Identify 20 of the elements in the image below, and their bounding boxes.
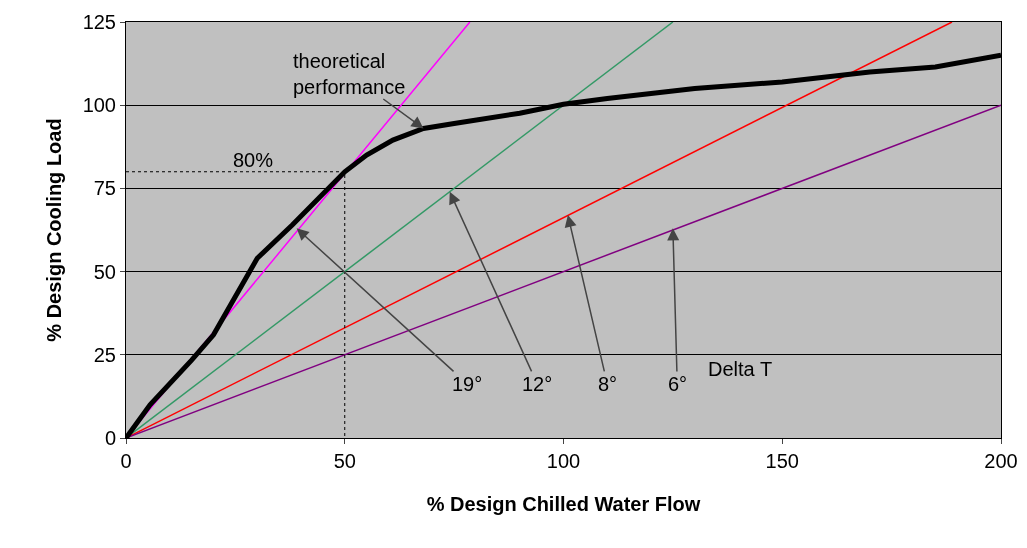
x-tick-label: 50 <box>333 450 356 472</box>
annotation: 80% <box>233 149 274 171</box>
annotation: 12° <box>522 373 553 395</box>
y-tick-label: 100 <box>82 94 116 117</box>
annotation: Delta T <box>708 358 773 380</box>
y-tick-label: 25 <box>93 343 116 366</box>
x-tick-label: 0 <box>120 450 132 472</box>
x-tick-label: 100 <box>546 450 581 472</box>
annotation: 19° <box>452 373 483 395</box>
y-axis-title: % Design Cooling Load <box>43 118 66 342</box>
annotation: theoretical performance <box>293 50 406 98</box>
x-axis-title: % Design Chilled Water Flow <box>426 492 701 515</box>
annotation: 6° <box>668 373 688 395</box>
x-tick-label: 200 <box>984 450 1018 472</box>
annotation: 8° <box>598 373 618 395</box>
x-tick-label: 150 <box>765 450 799 472</box>
y-tick-label: 50 <box>93 260 116 283</box>
y-tick-label: 125 <box>82 11 116 33</box>
y-tick-label: 75 <box>93 177 116 200</box>
y-tick-label: 0 <box>104 427 116 449</box>
